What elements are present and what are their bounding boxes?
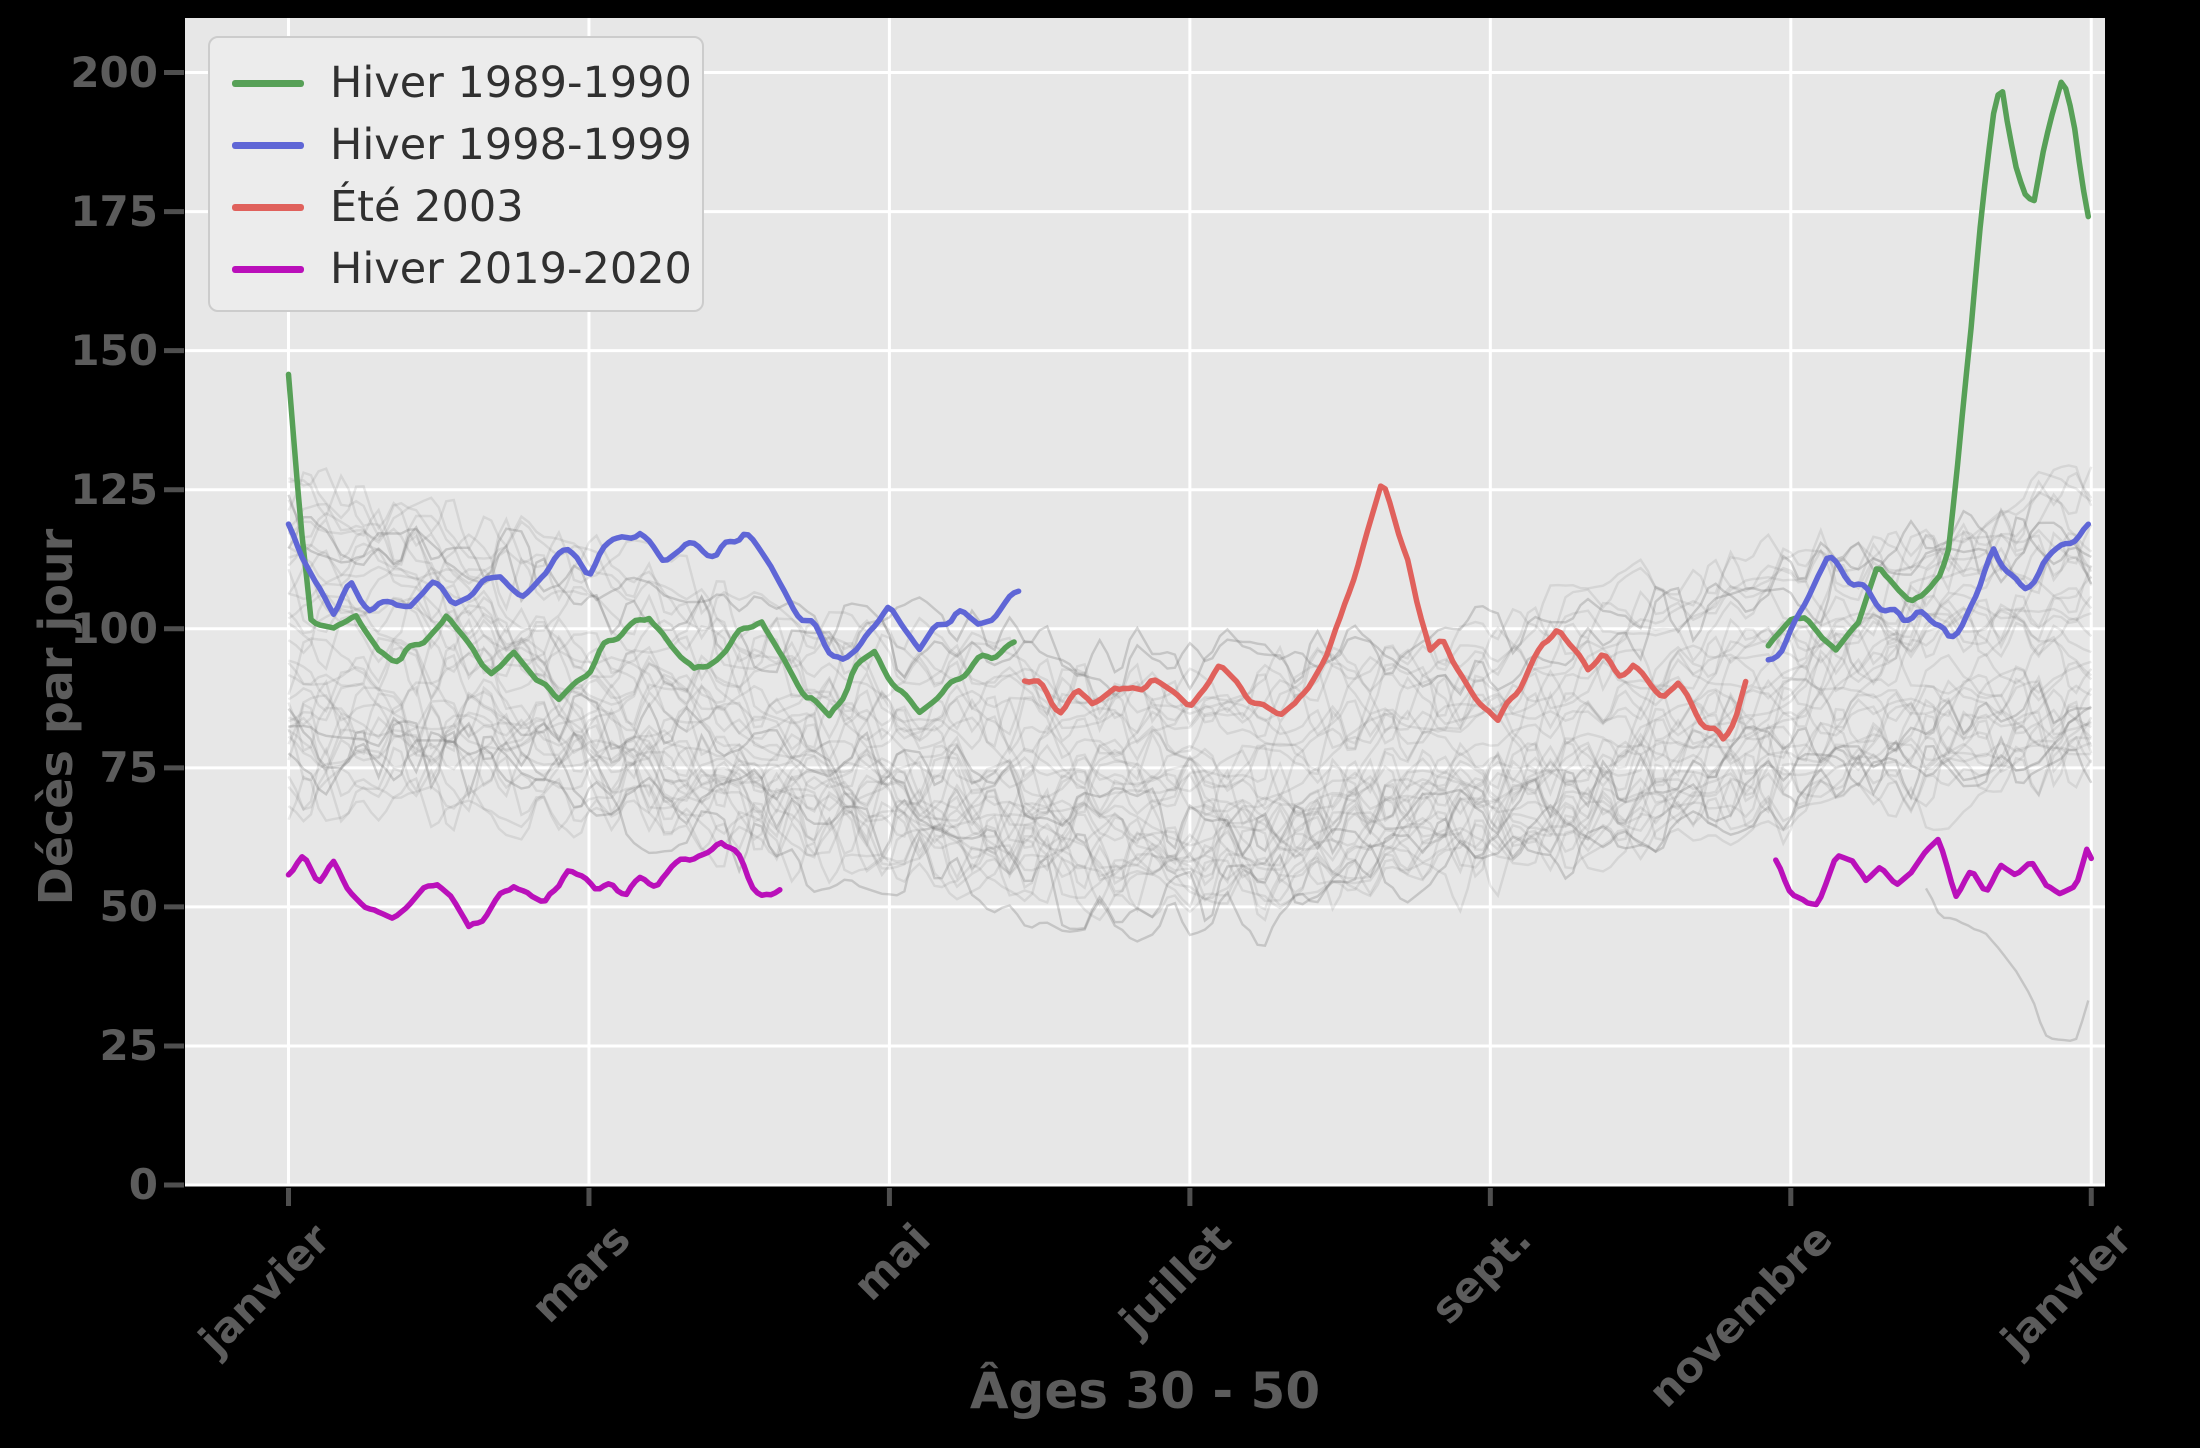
background-year-line — [287, 680, 2092, 882]
legend-swatch-line — [232, 203, 304, 211]
series-line — [1765, 79, 2092, 653]
background-year-line — [287, 725, 2092, 913]
background-year-line — [287, 494, 2092, 698]
background-year-line — [287, 700, 2093, 903]
background-year-line — [287, 722, 2092, 914]
y-tick-label: 175 — [70, 186, 158, 236]
y-tick-label: 0 — [128, 1160, 158, 1209]
background-year-line — [287, 708, 2093, 931]
series-line — [285, 839, 783, 930]
x-axis-label: Âges 30 - 50 — [969, 1362, 1321, 1420]
y-tick-label: 75 — [99, 742, 158, 792]
background-year-line — [287, 674, 2092, 860]
background-year-line — [288, 659, 2093, 834]
background-year-line — [288, 673, 2093, 853]
background-year-line — [288, 681, 2092, 857]
background-year-line — [287, 720, 2092, 889]
series-line — [1021, 483, 1749, 742]
series-hiver-2019-2020 — [285, 836, 2095, 930]
y-tick-label: 200 — [70, 47, 158, 97]
y-tick-label: 125 — [70, 464, 158, 514]
legend-item: Hiver 1998-1999 — [210, 114, 702, 176]
legend-item: Hiver 2019-2020 — [210, 238, 702, 300]
background-year-line — [287, 694, 2092, 879]
background-year-line — [287, 576, 2093, 802]
background-year-line — [287, 691, 2093, 860]
background-year-line — [287, 516, 2093, 697]
series-hiver-1989-1990 — [285, 79, 2092, 719]
series--t-2003 — [1021, 483, 1749, 742]
y-tick-label: 25 — [99, 1020, 158, 1070]
background-year-line — [287, 565, 2093, 812]
background-year-line — [287, 470, 2092, 825]
y-tick-label: 150 — [70, 325, 158, 375]
background-year-line — [287, 739, 2093, 910]
legend-swatch-line — [232, 79, 304, 87]
background-year-line — [287, 565, 2093, 878]
background-year-line — [287, 677, 2093, 922]
background-year-line — [287, 597, 2092, 792]
series-line — [285, 371, 1017, 719]
background-year-line — [287, 529, 2093, 726]
background-year-line — [287, 613, 2092, 784]
background-year-line-descending — [1924, 887, 2090, 1043]
background-year-line — [287, 496, 2092, 725]
series-line — [1765, 521, 2092, 663]
background-year-line — [287, 502, 2093, 728]
legend-label: Hiver 1989-1990 — [330, 58, 692, 108]
background-year-line — [287, 708, 2093, 835]
legend: Hiver 1989-1990 Hiver 1998-1999 Été 2003 Hi… — [208, 36, 704, 312]
legend-item: Hiver 1989-1990 — [210, 52, 702, 114]
y-tick-label: 100 — [70, 603, 158, 653]
legend-label: Hiver 2019-2020 — [330, 244, 692, 294]
series-line — [285, 521, 1022, 662]
y-tick-label: 50 — [99, 881, 158, 931]
background-year-line — [288, 467, 2093, 886]
legend-label: Été 2003 — [330, 182, 524, 232]
background-year-line — [287, 636, 2093, 871]
legend-item: Été 2003 — [210, 176, 702, 238]
background-year-line — [287, 660, 2092, 838]
background-year-line — [287, 466, 2093, 866]
background-year-line — [288, 464, 2093, 820]
background-year-line — [287, 724, 2092, 890]
series-line — [1773, 836, 2095, 908]
legend-label: Hiver 1998-1999 — [330, 120, 692, 170]
series-hiver-1998-1999 — [285, 521, 2092, 663]
legend-swatch-line — [232, 265, 304, 273]
background-years — [287, 464, 2093, 1043]
background-year-line — [287, 628, 2093, 739]
legend-swatch-line — [232, 141, 304, 149]
background-year-line — [287, 705, 2092, 948]
